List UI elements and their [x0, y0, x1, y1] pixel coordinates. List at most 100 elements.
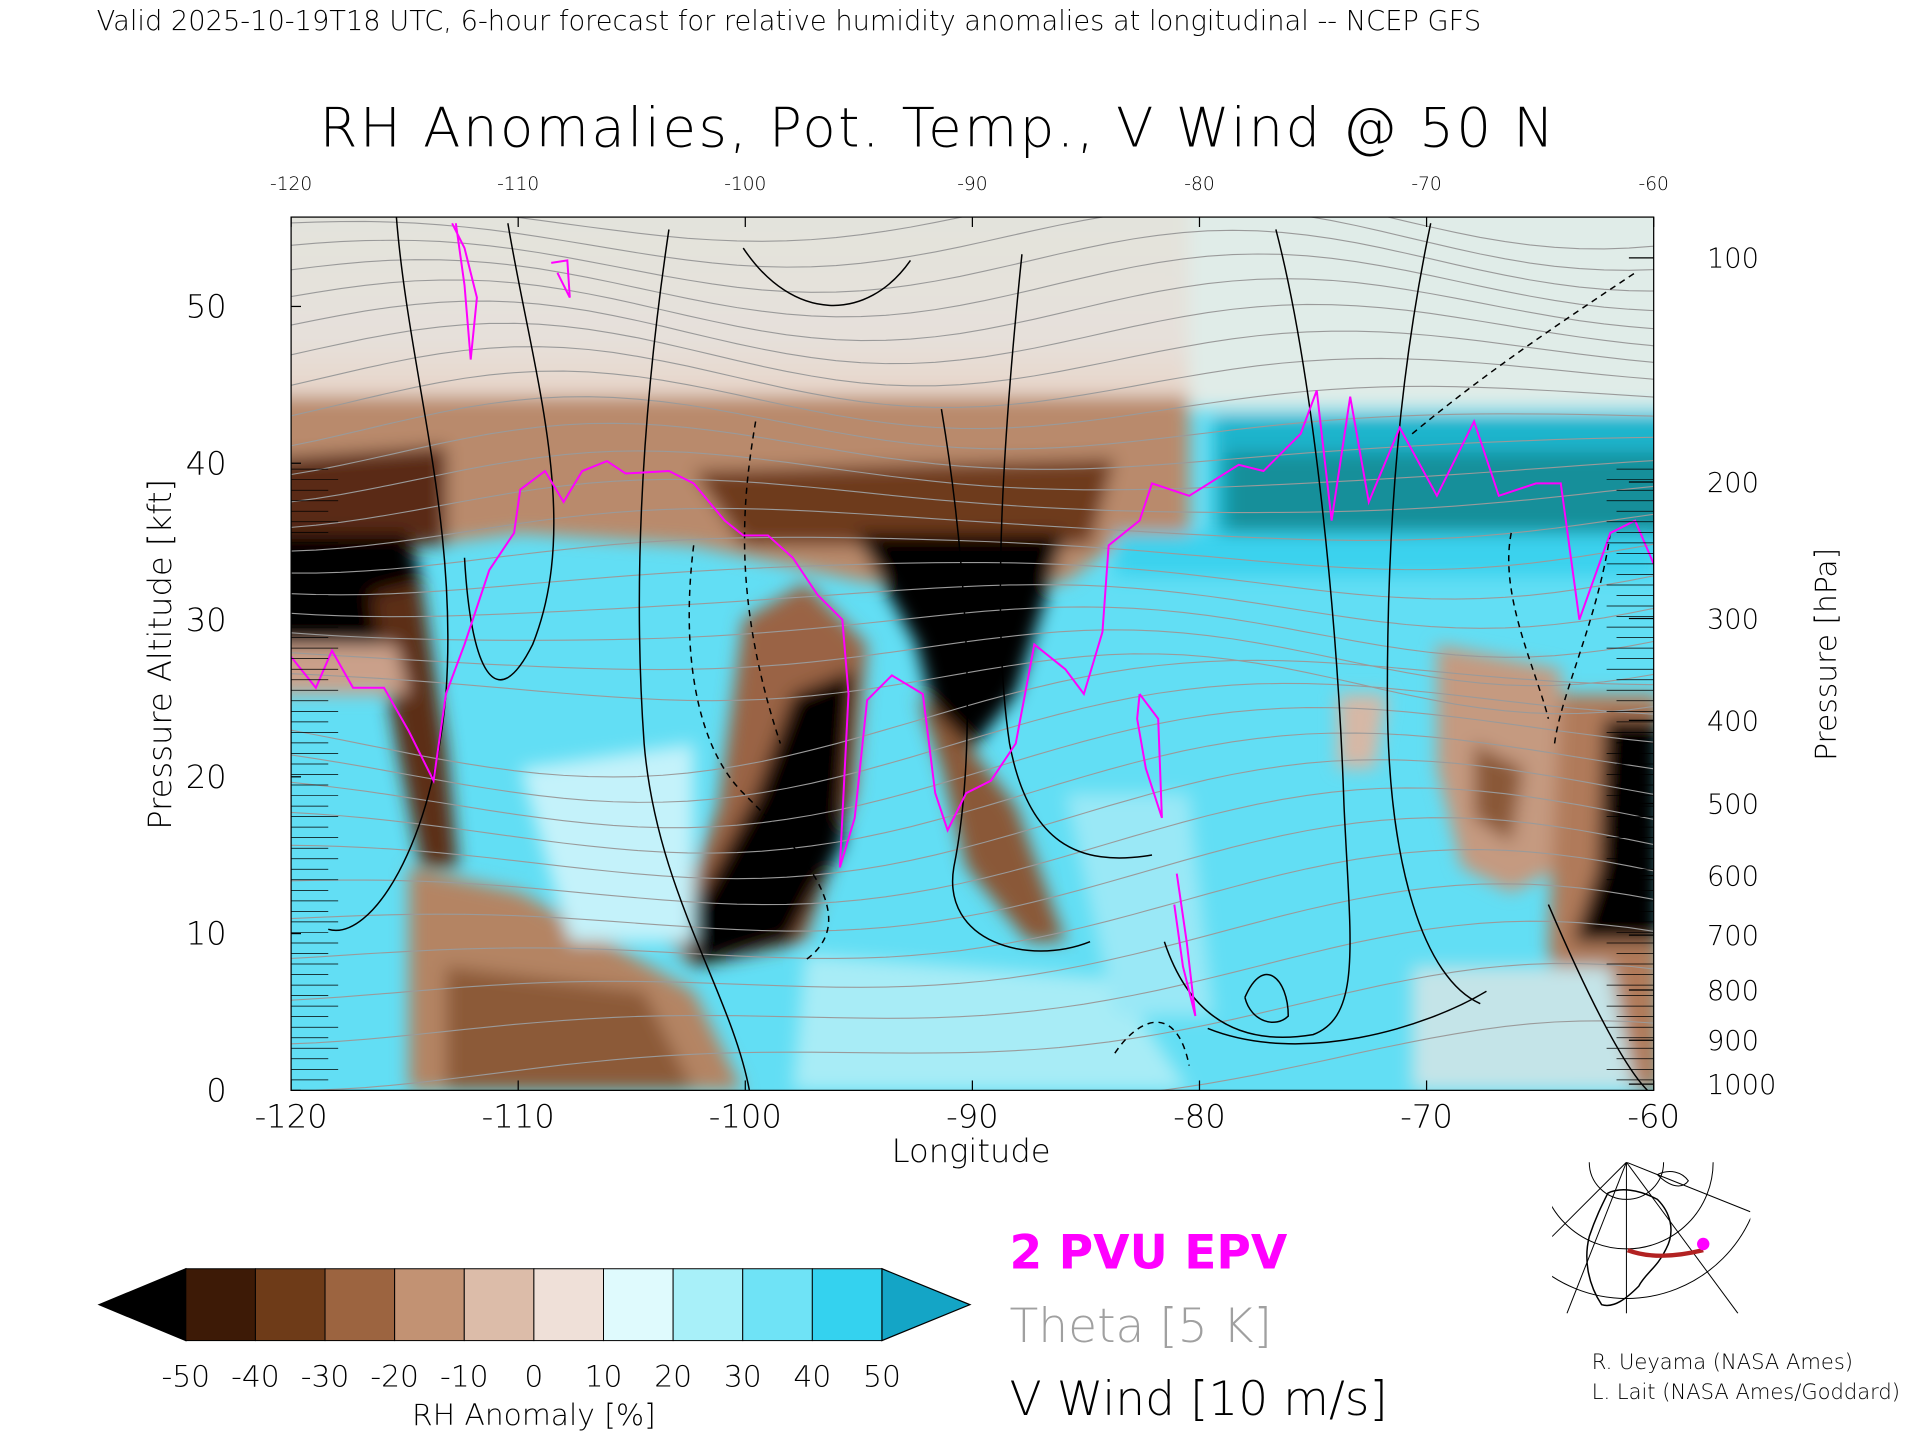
theta-contour	[291, 883, 1654, 1001]
top-tick-label: -90	[957, 174, 987, 195]
y2-axis-label: Pressure [hPa]	[1809, 548, 1844, 761]
pressure-tick-label: 300	[1707, 604, 1759, 635]
theta-contour	[291, 322, 1654, 387]
legend-epv: 2 PVU EPV	[1010, 1226, 1288, 1281]
v-wind-contour	[1411, 272, 1636, 435]
y-tick-label: 30	[186, 601, 227, 639]
theta-contour	[291, 817, 1654, 932]
colorbar-swatch	[811, 1268, 883, 1342]
v-wind-contour	[1244, 973, 1290, 1023]
theta-contour	[291, 229, 1654, 293]
v-wind-contours	[328, 217, 1649, 1091]
top-tick-label: -60	[1639, 174, 1669, 195]
x-tick-label: -100	[709, 1098, 782, 1136]
y-tick-label: 10	[186, 915, 227, 953]
v-wind-contour	[688, 545, 830, 961]
epv-2pvu-contour	[551, 259, 571, 299]
colorbar-tick-label: -50	[162, 1359, 211, 1394]
legend-vwind: V Wind [10 m/s]	[1010, 1372, 1388, 1427]
y-tick-label: 20	[186, 758, 227, 796]
theta-contour	[291, 478, 1654, 528]
x-tick-label: -110	[482, 1098, 555, 1136]
colorbar-tick-label: -40	[231, 1359, 280, 1394]
v-wind-contour	[1386, 223, 1481, 1005]
forecast-subtitle: Valid 2025-10-19T18 UTC, 6-hour forecast…	[97, 6, 1482, 37]
legend-theta: Theta [5 K]	[1010, 1299, 1272, 1354]
x-tick-label: -80	[1173, 1098, 1226, 1136]
epv-2pvu-contour	[451, 222, 478, 360]
top-tick-label: -110	[497, 174, 539, 195]
theta-contour	[291, 536, 1654, 574]
theta-contours	[291, 217, 1654, 1091]
pressure-tick-label: 700	[1707, 921, 1759, 952]
colorbar-swatch	[254, 1268, 326, 1342]
v-wind-contour	[940, 408, 1091, 952]
theta-contour	[291, 300, 1654, 365]
theta-contour	[291, 759, 1654, 880]
epv-2pvu-contour	[1173, 873, 1197, 1017]
v-wind-contour	[638, 229, 751, 1091]
v-wind-contour	[742, 247, 912, 307]
theta-contour	[291, 920, 1654, 1045]
pressure-tick-label: 100	[1707, 244, 1759, 275]
theta-contour	[291, 422, 1654, 476]
theta-contour	[291, 732, 1654, 854]
pressure-tick-label: 1000	[1707, 1070, 1776, 1101]
x-axis-label: Longitude	[892, 1132, 1051, 1170]
rh-anomaly-field	[291, 217, 1654, 1091]
colorbar: -50 -40 -30 -20 -10 0 10 20 30 40 50	[97, 1267, 972, 1394]
axes: -120 -120 -110 -110 -100 -100 -90 -90 -80 -80 -70 -…	[186, 174, 1777, 1136]
locator-map	[1552, 1162, 1751, 1314]
y-tick-label: 40	[186, 444, 227, 482]
epv-2pvu-contour	[1136, 693, 1163, 819]
pressure-tick-label: 500	[1707, 789, 1759, 820]
colorbar-tick-label: 50	[863, 1359, 901, 1394]
theta-contour	[291, 653, 1654, 715]
colorbar-swatch	[394, 1268, 465, 1342]
theta-contour	[291, 253, 1654, 318]
v-wind-contour	[1207, 990, 1487, 1045]
y-tick-label: 0	[206, 1072, 226, 1110]
colorbar-tick-label: 30	[724, 1359, 762, 1394]
colorbar-tick-label: 0	[524, 1359, 543, 1394]
pressure-tick-label: 400	[1707, 706, 1759, 737]
credit-line: L. Lait (NASA Ames/Goddard)	[1592, 1379, 1900, 1404]
credit-line: R. Ueyama (NASA Ames)	[1592, 1349, 1853, 1374]
colorbar-label: RH Anomaly [%]	[412, 1398, 656, 1433]
theta-contour	[1157, 1020, 1654, 1091]
theta-contour	[291, 370, 1654, 430]
x-tick-label: -120	[255, 1098, 328, 1136]
theta-contour	[291, 584, 1654, 629]
v-wind-contour	[328, 217, 449, 932]
colorbar-tick-label: -10	[440, 1359, 489, 1394]
colorbar-tick-label: -20	[370, 1359, 419, 1394]
colorbar-tick-label: 10	[585, 1359, 623, 1394]
v-wind-contour	[1163, 229, 1351, 1039]
theta-contour	[291, 629, 1654, 687]
colorbar-tick-label: 40	[793, 1359, 831, 1394]
theta-contour	[291, 659, 1654, 778]
pressure-tick-label: 800	[1707, 976, 1759, 1007]
v-wind-contour	[463, 223, 555, 681]
pressure-tick-label: 200	[1707, 468, 1759, 499]
theta-contour	[291, 278, 1654, 342]
x-tick-label: -70	[1400, 1098, 1453, 1136]
theta-contour	[291, 707, 1654, 829]
theta-contour	[291, 682, 1654, 803]
theta-contour	[291, 562, 1654, 600]
v-wind-contour	[1547, 904, 1649, 1091]
v-wind-contour	[1114, 1021, 1190, 1066]
colorbar-swatch	[742, 1268, 813, 1342]
theta-contour	[291, 962, 1654, 1091]
epv-2pvu-contour	[291, 390, 1654, 868]
theta-contour	[291, 396, 1654, 450]
top-tick-label: -120	[270, 174, 312, 195]
colorbar-swatch	[603, 1268, 674, 1342]
v-wind-contour	[999, 254, 1153, 859]
colorbar-tick-label: -30	[301, 1359, 350, 1394]
y-axis-label: Pressure Altitude [kft]	[141, 479, 179, 830]
colorbar-swatch	[533, 1268, 604, 1342]
chart-title: RH Anomalies, Pot. Temp., V Wind @ 50 N	[320, 95, 1557, 159]
y-tick-label: 50	[186, 288, 227, 326]
top-tick-label: -100	[724, 174, 766, 195]
